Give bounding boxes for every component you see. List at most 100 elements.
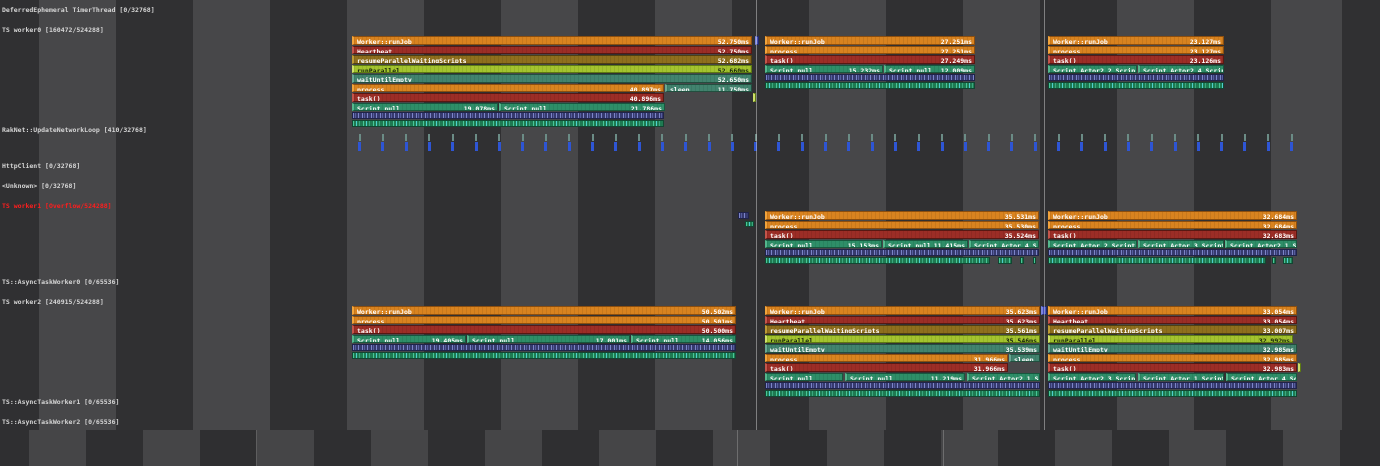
network-event-tick-top[interactable] [1267, 134, 1270, 141]
zone-bar[interactable]: Script_Actor_4_S [969, 239, 1039, 248]
zone-bar[interactable]: Worker::runJob 50.502ms [352, 306, 736, 315]
thread-label[interactable]: HttpClient [0/32768] [2, 162, 81, 170]
network-event-tick-bottom[interactable] [1103, 142, 1107, 151]
network-event-tick-bottom[interactable] [660, 142, 664, 151]
zone-bar[interactable]: process 23.127ms [1048, 45, 1224, 54]
network-event-tick-bottom[interactable] [1220, 142, 1224, 151]
network-event-tick-bottom[interactable] [824, 142, 827, 151]
network-event-tick-bottom[interactable] [1290, 142, 1293, 151]
micro-zones-row-teal[interactable] [765, 257, 990, 264]
network-event-tick-bottom[interactable] [544, 142, 548, 151]
thread-label[interactable]: DeferredEphemeral TimerThread [0/32768] [2, 6, 155, 14]
micro-zones-row-teal[interactable] [352, 120, 664, 127]
zone-bar[interactable]: Script_null 15.232ms [765, 64, 883, 73]
zone-bar[interactable]: Script_null 11.219ms [845, 372, 965, 381]
micro-zones-row-teal[interactable] [1048, 390, 1297, 397]
network-event-tick-top[interactable] [731, 134, 734, 141]
network-event-tick-top[interactable] [824, 134, 827, 141]
zone-bar[interactable]: Script_Actor2_1_Scri [967, 372, 1040, 381]
micro-zones-row-blue[interactable] [738, 212, 749, 219]
zone-bar[interactable]: task() 31.966ms [765, 363, 1008, 372]
network-event-tick-bottom[interactable] [684, 142, 688, 151]
network-event-tick-top[interactable] [591, 134, 594, 141]
zone-bar[interactable] [753, 93, 756, 102]
network-event-tick-top[interactable] [358, 134, 361, 141]
network-event-tick-bottom[interactable] [963, 142, 967, 151]
network-event-tick-bottom[interactable] [497, 142, 501, 151]
network-event-tick-top[interactable] [405, 134, 408, 141]
network-event-tick-top[interactable] [964, 134, 967, 141]
network-event-tick-bottom[interactable] [800, 142, 804, 151]
zone-bar[interactable]: process 32.684ms [1048, 220, 1297, 229]
zone-bar[interactable]: Script_Actor_3_Script [1138, 239, 1224, 248]
network-event-tick-bottom[interactable] [381, 142, 385, 151]
micro-zones-row-blue[interactable] [765, 249, 1039, 256]
thread-label[interactable]: TS worker2 [240915/524288] [2, 298, 104, 306]
network-event-tick-top[interactable] [568, 134, 571, 141]
network-event-tick-bottom[interactable] [1057, 142, 1060, 151]
network-event-tick-top[interactable] [521, 134, 524, 141]
network-event-tick-top[interactable] [1174, 134, 1176, 141]
zone-bar[interactable]: Worker::runJob 52.750ms [352, 36, 752, 45]
thread-label[interactable]: TS worker0 [160472/524288] [2, 26, 104, 34]
zone-bar[interactable]: Script_null 14.056ms [631, 334, 736, 343]
zone-bar[interactable]: Worker::runJob 35.623ms [765, 306, 1040, 315]
zone-bar[interactable]: Script_Actor2_2_Scrip [1048, 64, 1137, 73]
zone-bar[interactable]: Heartbeat 52.750ms [352, 45, 752, 54]
micro-zones-row-blue[interactable] [352, 112, 664, 119]
zone-bar[interactable]: Worker::runJob 33.054ms [1048, 306, 1297, 315]
thread-label[interactable]: TS worker1 [Overflow/524288] [2, 202, 112, 210]
network-event-tick-top[interactable] [638, 134, 641, 141]
network-event-tick-bottom[interactable] [1126, 142, 1130, 151]
micro-zones-row-teal[interactable] [352, 352, 736, 359]
network-event-tick-bottom[interactable] [730, 142, 734, 151]
network-event-tick-top[interactable] [1243, 134, 1246, 141]
micro-zones-row-blue[interactable] [765, 74, 975, 81]
zone-bar[interactable]: task() 35.524ms [765, 230, 1039, 239]
micro-zones-row-teal[interactable] [765, 82, 975, 89]
zone-bar[interactable]: resumeParallelWaitingScripts 35.561ms [765, 325, 1040, 334]
zone-bar[interactable]: task() 27.249ms [765, 55, 975, 64]
zone-bar[interactable]: task() 40.896ms [352, 93, 664, 102]
network-event-tick-bottom[interactable] [1266, 142, 1270, 151]
network-event-tick-bottom[interactable] [637, 142, 641, 151]
network-event-tick-top[interactable] [544, 134, 547, 141]
zone-bar[interactable]: Worker::runJob 23.127ms [1048, 36, 1224, 45]
network-event-tick-bottom[interactable] [451, 142, 455, 151]
zone-bar[interactable]: Script_null 19.078ms [352, 102, 498, 111]
zone-bar[interactable]: Script_null 19.405ms [352, 334, 466, 343]
micro-zones-row-teal[interactable] [1272, 257, 1276, 264]
network-event-tick-top[interactable] [1104, 134, 1107, 141]
network-event-tick-bottom[interactable] [1243, 142, 1247, 151]
network-event-tick-top[interactable] [1057, 134, 1060, 141]
zone-bar[interactable]: process 27.251ms [765, 45, 975, 54]
network-event-tick-bottom[interactable] [847, 142, 851, 151]
network-event-tick-bottom[interactable] [987, 142, 991, 151]
network-event-tick-top[interactable] [708, 134, 710, 141]
thread-label[interactable]: TS::AsyncTaskWorker0 [0/65536] [2, 278, 120, 286]
network-event-tick-bottom[interactable] [591, 142, 594, 151]
zone-bar[interactable]: process 32.985ms [1048, 353, 1297, 362]
zone-bar[interactable]: Worker::runJob 32.684ms [1048, 211, 1297, 220]
zone-bar[interactable]: waitUntilEmpty 52.650ms [352, 74, 752, 83]
zone-bar[interactable]: waitUntilEmpty 32.985ms [1048, 344, 1297, 353]
zone-bar[interactable]: sleep 11.750ms [665, 83, 752, 92]
network-event-tick-bottom[interactable] [1196, 142, 1200, 151]
network-event-tick-bottom[interactable] [474, 142, 478, 151]
network-event-tick-top[interactable] [1150, 134, 1153, 141]
network-event-tick-top[interactable] [1010, 134, 1013, 141]
zone-bar[interactable]: task() 23.126ms [1048, 55, 1224, 64]
network-event-tick-bottom[interactable] [1150, 142, 1154, 151]
micro-zones-row-teal[interactable] [765, 390, 1040, 397]
zone-bar[interactable]: process 31.966ms [765, 353, 1008, 362]
network-event-tick-bottom[interactable] [1010, 142, 1014, 151]
zone-bar[interactable]: resumeParallelWaitingScripts 33.007ms [1048, 325, 1297, 334]
network-event-tick-bottom[interactable] [870, 142, 874, 151]
zone-bar[interactable]: sleep [1009, 353, 1040, 362]
micro-zones-row-blue[interactable] [352, 344, 736, 351]
zone-bar[interactable]: Script_Actor2_1_Sc [1225, 239, 1297, 248]
network-event-tick-top[interactable] [801, 134, 804, 141]
network-event-tick-top[interactable] [498, 134, 501, 141]
micro-zones-row-blue[interactable] [1048, 249, 1297, 256]
network-event-tick-top[interactable] [1220, 134, 1223, 141]
